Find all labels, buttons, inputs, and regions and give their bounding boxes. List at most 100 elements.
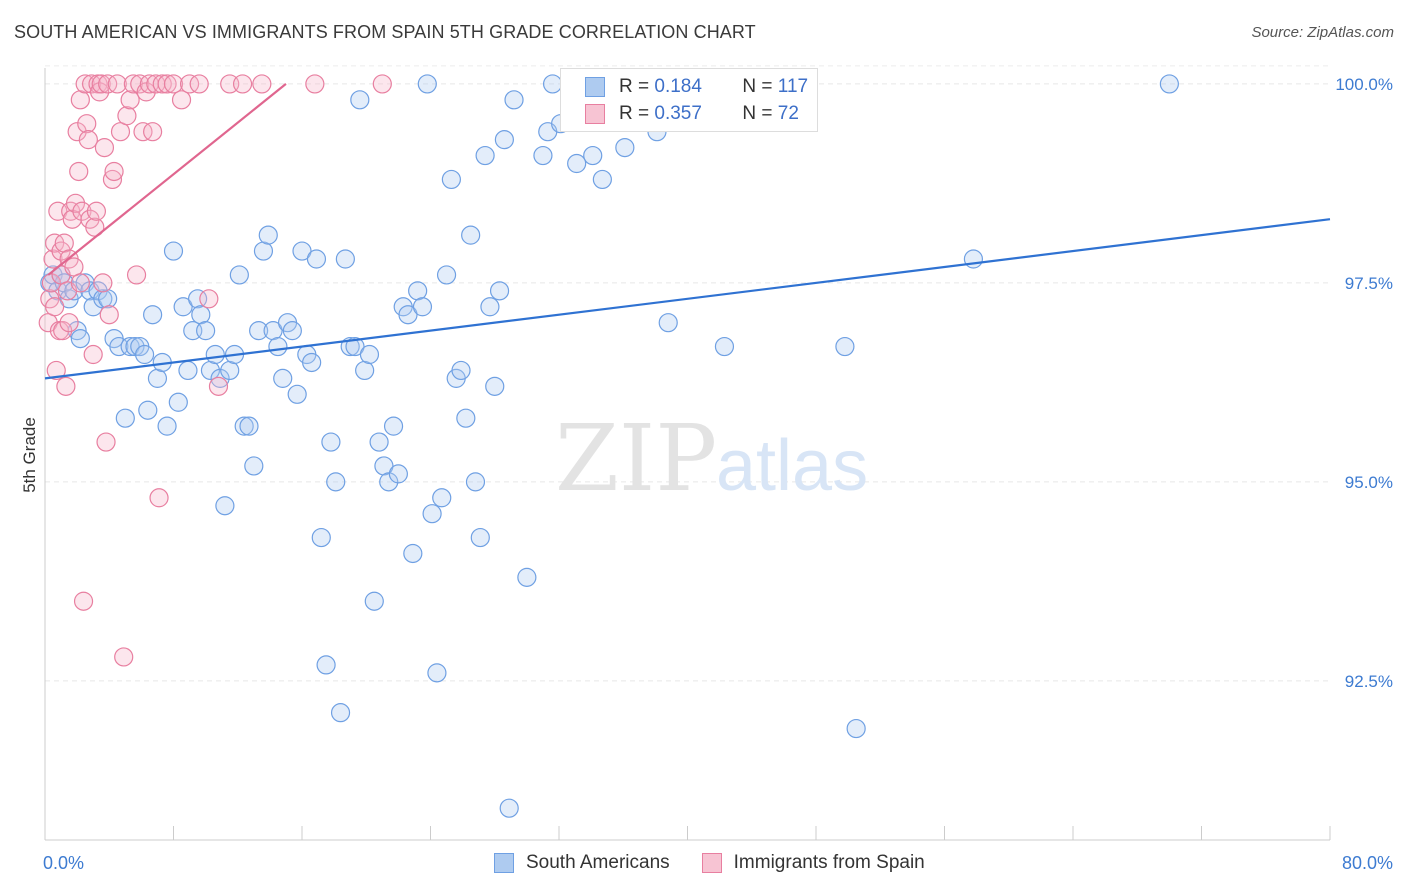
trend-lines <box>44 83 1331 380</box>
south-american-point <box>470 527 490 548</box>
legend-row-immigrants-spain: R = 0.357 N = 72 <box>585 101 799 127</box>
south-american-point <box>205 344 225 365</box>
legend-r-value: 0.357 <box>654 103 702 124</box>
south-american-point <box>350 90 370 110</box>
spain-immigrant-point <box>99 305 119 325</box>
legend-row-south-americans: R = 0.184 N = 117 <box>585 74 808 100</box>
spain-immigrant-point <box>46 360 66 381</box>
spain-immigrant-point <box>70 273 90 293</box>
spain-immigrant-point <box>143 122 163 142</box>
legend-label: South Americans <box>526 852 670 873</box>
series-legend: South Americans Immigrants from Spain <box>494 852 957 874</box>
legend-r-value: 0.184 <box>654 76 702 97</box>
chart-title: SOUTH AMERICAN VS IMMIGRANTS FROM SPAIN … <box>14 22 756 42</box>
south-american-point <box>499 798 519 818</box>
spain-immigrant-point <box>179 74 200 94</box>
spain-immigrant-point <box>72 201 92 221</box>
south-american-point <box>311 527 331 548</box>
south-american-point <box>835 336 855 357</box>
south-american-point <box>168 392 188 412</box>
spain-immigrant-point <box>102 169 123 190</box>
south-american-point <box>615 137 635 158</box>
south-american-point <box>258 225 278 245</box>
south-american-point <box>533 145 553 166</box>
legend-swatch-blue <box>494 853 514 873</box>
south-american-point <box>1159 74 1179 94</box>
south-american-point <box>408 281 428 301</box>
spain-immigrant-point <box>104 161 124 182</box>
south-american-point <box>210 368 230 388</box>
south-american-point <box>253 241 274 261</box>
south-american-point <box>287 384 307 404</box>
stats-legend: R = 0.184 N = 117 R = 0.357 N = 72 <box>560 68 818 132</box>
spain-immigrant-point <box>43 249 63 269</box>
x-tick-label: 80.0% <box>1342 853 1393 873</box>
south-american-point <box>517 567 537 587</box>
south-american-point <box>388 464 408 484</box>
south-american-point <box>542 74 563 94</box>
spain-immigrant-point <box>114 647 134 667</box>
south-american-point <box>178 360 198 381</box>
spain-immigrant-point <box>189 74 209 94</box>
legend-n-label: N = <box>742 103 773 124</box>
south-american-point <box>187 289 208 309</box>
south-american-point <box>846 718 866 739</box>
watermark: ZIP atlas <box>555 405 868 512</box>
south-american-point <box>215 496 235 516</box>
south-american-trend-line <box>44 218 1331 380</box>
spain-immigrant-point <box>130 74 150 94</box>
spain-immigrant-point <box>73 591 94 611</box>
south-american-point <box>412 297 433 317</box>
south-american-point <box>355 360 375 381</box>
spain-immigrant-point <box>45 297 65 317</box>
spain-immigrant-point <box>93 273 113 293</box>
watermark-zip: ZIP <box>555 405 717 512</box>
south-american-point <box>335 249 355 269</box>
south-american-point <box>196 321 216 341</box>
south-american-point <box>147 368 168 388</box>
spain-immigrant-point <box>171 90 192 110</box>
legend-n-label: N = <box>742 76 773 97</box>
spain-immigrant-point <box>41 273 62 293</box>
spain-immigrant-point <box>53 321 73 341</box>
south-american-point <box>369 432 389 452</box>
south-american-point <box>249 321 269 341</box>
spain-immigrant-point <box>133 122 153 142</box>
spain-immigrant-point <box>372 74 392 94</box>
data-points <box>38 74 1179 818</box>
legend-swatch-pink <box>585 104 605 124</box>
watermark-atlas: atlas <box>716 426 868 506</box>
spain-immigrant-point <box>232 74 253 94</box>
south-american-point <box>163 241 184 261</box>
south-american-point <box>292 241 312 261</box>
south-american-point <box>157 416 177 436</box>
south-american-point <box>963 249 984 269</box>
south-american-point <box>359 344 380 365</box>
south-american-point <box>321 432 341 452</box>
spain-immigrant-point <box>157 74 177 94</box>
south-american-point <box>239 416 259 436</box>
legend-swatch-blue <box>585 77 605 97</box>
south-american-point <box>134 344 155 365</box>
spain-immigrant-point <box>117 106 137 126</box>
south-american-point <box>125 336 145 357</box>
south-american-point <box>273 368 293 388</box>
spain-immigrant-point <box>163 74 184 94</box>
south-american-point <box>364 591 384 611</box>
south-american-point <box>282 321 302 341</box>
spain-immigrant-point <box>126 265 147 285</box>
south-american-point <box>330 703 351 723</box>
spain-immigrant-point <box>83 344 103 365</box>
south-american-point <box>441 169 461 190</box>
south-american-point <box>173 297 193 317</box>
south-american-point <box>485 376 505 396</box>
legend-r-label: R = <box>619 103 650 124</box>
south-american-point <box>316 655 336 675</box>
spain-immigrant-trend-line <box>47 83 287 276</box>
south-american-point <box>345 336 365 357</box>
south-american-point <box>475 145 495 166</box>
south-american-point <box>64 281 84 301</box>
y-tick-label: 95.0% <box>1345 473 1393 492</box>
spain-immigrant-point <box>70 90 90 110</box>
